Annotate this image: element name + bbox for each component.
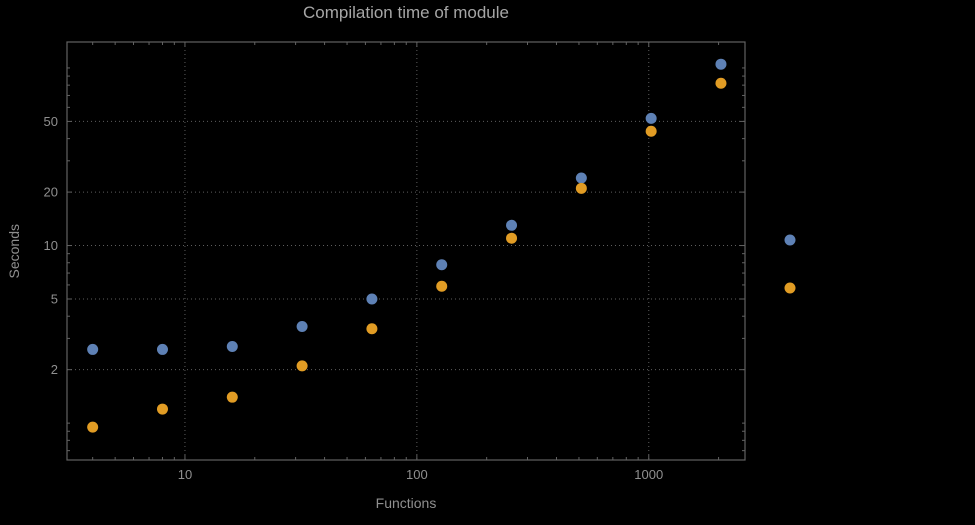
data-point-series-orange xyxy=(715,77,727,89)
data-point-series-orange xyxy=(366,323,378,335)
y-tick-label: 10 xyxy=(44,238,58,253)
x-tick-label: 10 xyxy=(178,467,192,482)
y-tick-label: 50 xyxy=(44,114,58,129)
chart-title: Compilation time of module xyxy=(303,3,509,22)
x-axis-label: Functions xyxy=(375,495,437,511)
data-point-series-blue xyxy=(296,321,308,333)
data-point-series-orange xyxy=(506,232,518,244)
y-axis-label-wrap: Seconds xyxy=(0,42,28,460)
data-point-series-blue xyxy=(645,112,657,124)
data-point-series-orange xyxy=(226,391,238,403)
data-point-series-blue xyxy=(436,259,448,271)
data-point-series-blue xyxy=(506,219,518,231)
x-tick-label: 1000 xyxy=(634,467,663,482)
legend-marker-blue xyxy=(784,234,796,246)
data-point-series-orange xyxy=(575,182,587,194)
legend-marker-orange xyxy=(784,282,796,294)
data-point-series-blue xyxy=(575,172,587,184)
data-point-series-blue xyxy=(715,58,727,70)
data-point-series-orange xyxy=(436,280,448,292)
data-point-series-blue xyxy=(366,293,378,305)
plot-frame xyxy=(66,41,746,461)
data-point-series-orange xyxy=(156,403,168,415)
y-axis-label: Seconds xyxy=(6,223,22,279)
data-point-series-blue xyxy=(87,343,99,355)
y-tick-label: 5 xyxy=(51,292,58,307)
data-point-series-orange xyxy=(87,421,99,433)
x-tick-label: 100 xyxy=(406,467,428,482)
data-point-series-blue xyxy=(226,341,238,353)
data-point-series-orange xyxy=(296,360,308,372)
y-tick-label: 20 xyxy=(44,185,58,200)
y-tick-label: 2 xyxy=(51,362,58,377)
data-point-series-blue xyxy=(156,343,168,355)
data-point-series-orange xyxy=(645,125,657,137)
